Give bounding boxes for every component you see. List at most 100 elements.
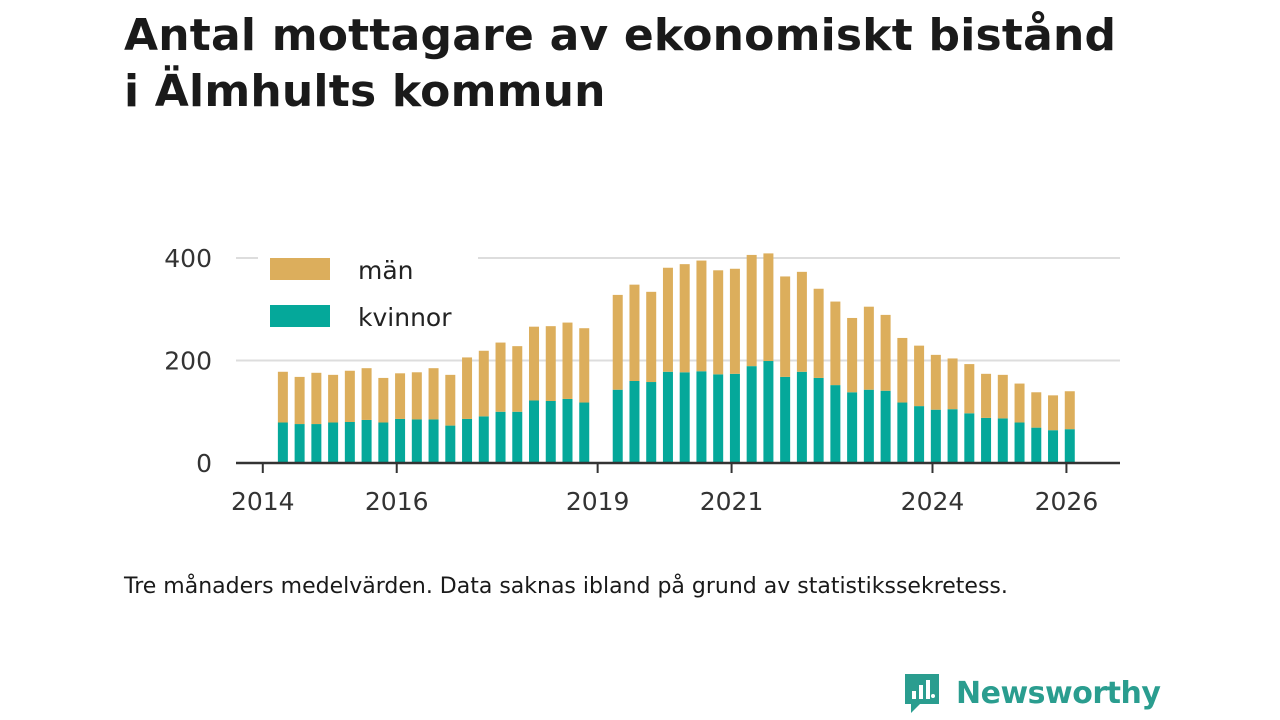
bar-man-3 [328, 374, 339, 423]
bar-man-46 [1064, 391, 1075, 430]
x-tick-label-2014: 2014 [231, 487, 295, 516]
bar-man-16 [545, 326, 556, 401]
bar-man-20 [629, 284, 640, 381]
bar-kvinnor-43 [1014, 422, 1025, 463]
bar-kvinnor-16 [545, 400, 556, 463]
bar-man-38 [930, 354, 941, 410]
y-tick-label-200: 200 [164, 347, 212, 376]
bar-man-28 [763, 253, 774, 362]
bar-kvinnor-26 [729, 373, 740, 463]
bar-man-7 [395, 373, 406, 419]
x-tick-label-2026: 2026 [1035, 487, 1099, 516]
bar-man-15 [529, 326, 540, 401]
legend-swatch-kvinnor [270, 305, 330, 327]
bar-kvinnor-19 [612, 389, 623, 463]
bar-man-37 [914, 345, 925, 407]
bar-man-14 [512, 346, 523, 412]
bar-kvinnor-29 [780, 376, 791, 463]
bar-kvinnor-17 [562, 398, 573, 463]
bar-kvinnor-0 [277, 422, 288, 463]
legend-swatch-man [270, 258, 330, 280]
bar-kvinnor-41 [981, 417, 992, 463]
bar-kvinnor-27 [746, 366, 757, 463]
bar-man-43 [1014, 383, 1025, 423]
bar-man-21 [646, 291, 657, 383]
bar-man-42 [997, 374, 1008, 419]
bar-man-44 [1031, 392, 1042, 428]
bar-man-9 [428, 368, 439, 420]
bar-man-19 [612, 294, 623, 390]
bar-kvinnor-10 [445, 425, 456, 463]
y-tick-label-400: 400 [164, 244, 212, 273]
bar-man-2 [311, 372, 322, 425]
bar-kvinnor-1 [294, 424, 305, 463]
bar-kvinnor-6 [378, 422, 389, 463]
bar-kvinnor-9 [428, 419, 439, 463]
bar-man-34 [863, 306, 874, 390]
bar-man-27 [746, 254, 757, 367]
bar-man-31 [813, 288, 824, 378]
chart-title: Antal mottagare av ekonomiskt bistånd i … [124, 8, 1224, 120]
bar-man-11 [462, 357, 473, 419]
bar-kvinnor-30 [796, 371, 807, 463]
bar-man-41 [981, 373, 992, 418]
bar-kvinnor-23 [679, 372, 690, 463]
y-tick-label-0: 0 [196, 449, 212, 478]
bar-kvinnor-32 [830, 385, 841, 463]
bar-kvinnor-24 [696, 371, 707, 463]
bar-kvinnor-42 [997, 418, 1008, 463]
bar-man-24 [696, 260, 707, 372]
bar-kvinnor-11 [462, 418, 473, 463]
footnote: Tre månaders medelvärden. Data saknas ib… [124, 574, 1008, 599]
bar-kvinnor-34 [863, 389, 874, 463]
bar-man-0 [277, 371, 288, 423]
bar-man-25 [713, 270, 724, 375]
brand-logo[interactable]: Newsworthy [902, 670, 1161, 716]
bar-chart: 0 200 400 2014 2016 2019 2021 2024 2026 män kvinno… [164, 244, 1120, 516]
brand-name: Newsworthy [956, 675, 1161, 711]
bar-man-45 [1048, 395, 1059, 431]
bar-man-35 [880, 314, 891, 391]
bar-man-8 [411, 372, 422, 420]
bar-kvinnor-22 [662, 371, 673, 463]
x-tick-label-2024: 2024 [901, 487, 965, 516]
bar-kvinnor-44 [1031, 427, 1042, 463]
bar-kvinnor-36 [897, 402, 908, 463]
bar-man-30 [796, 271, 807, 372]
newsworthy-logo-icon [905, 674, 939, 713]
bar-kvinnor-45 [1048, 430, 1059, 463]
bar-kvinnor-31 [813, 377, 824, 463]
legend-label-kvinnor: kvinnor [358, 303, 452, 332]
bar-kvinnor-25 [713, 374, 724, 463]
x-tick-label-2019: 2019 [566, 487, 630, 516]
bar-kvinnor-38 [930, 409, 941, 463]
bar-kvinnor-28 [763, 361, 774, 463]
bar-man-29 [780, 276, 791, 377]
bar-kvinnor-21 [646, 382, 657, 463]
bar-man-18 [579, 328, 590, 403]
bar-kvinnor-35 [880, 390, 891, 463]
bar-man-26 [729, 268, 740, 374]
bar-kvinnor-4 [344, 422, 355, 463]
bar-kvinnor-33 [847, 392, 858, 463]
bar-kvinnor-8 [411, 419, 422, 463]
bar-man-4 [344, 370, 355, 422]
bar-kvinnor-46 [1064, 429, 1075, 463]
bar-man-23 [679, 264, 690, 373]
bar-man-36 [897, 337, 908, 403]
bar-man-22 [662, 267, 673, 372]
bar-kvinnor-40 [964, 413, 975, 463]
bar-kvinnor-2 [311, 424, 322, 463]
title-line-2: i Älmhults kommun [124, 66, 606, 117]
bar-man-12 [478, 350, 489, 417]
bar-kvinnor-20 [629, 381, 640, 463]
bar-man-33 [847, 317, 858, 393]
x-tick-label-2016: 2016 [365, 487, 429, 516]
bar-kvinnor-14 [512, 411, 523, 463]
bar-man-40 [964, 364, 975, 414]
bar-man-10 [445, 374, 456, 426]
x-tick-label-2021: 2021 [700, 487, 764, 516]
bar-kvinnor-15 [529, 400, 540, 463]
bar-man-5 [361, 368, 372, 420]
bar-kvinnor-12 [478, 416, 489, 463]
